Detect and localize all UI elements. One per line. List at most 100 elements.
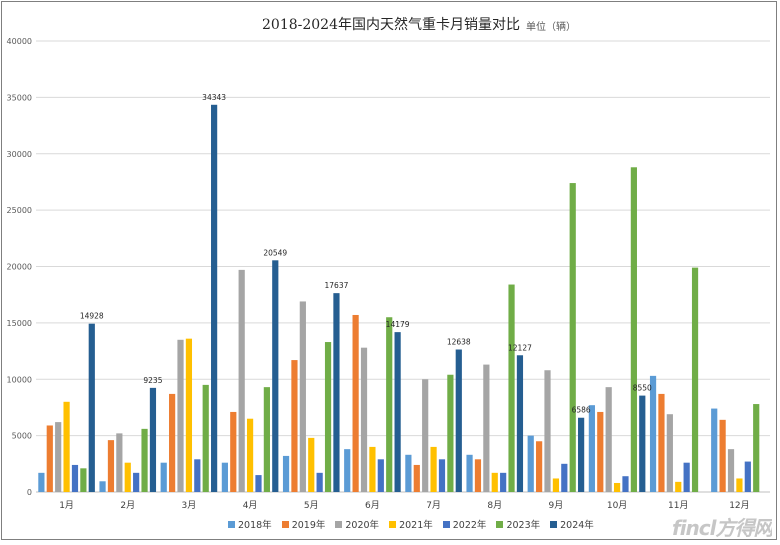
bar-2021年-1月 (63, 401, 70, 492)
bar-2022年-12月 (744, 461, 751, 492)
legend-swatch (281, 520, 289, 528)
bar-2019年-4月 (230, 411, 237, 492)
legend-item: 2021年 (389, 517, 433, 531)
data-label: 8550 (633, 384, 652, 393)
bar-2019年-9月 (536, 441, 543, 492)
bar-2018年-7月 (405, 454, 412, 492)
bar-2024年-7月 (455, 349, 462, 492)
bar-2021年-8月 (491, 472, 498, 492)
y-tick-label: 25000 (7, 206, 32, 215)
bar-2020年-2月 (116, 433, 123, 492)
bar-2020年-12月 (727, 449, 735, 492)
bar-2023年-5月 (324, 342, 332, 492)
legend-label: 2019年 (291, 520, 326, 531)
y-tick-label: 15000 (7, 319, 32, 328)
bar-2024年-1月 (88, 323, 95, 492)
legend-label: 2018年 (238, 520, 272, 531)
bar-2020年-4月 (238, 269, 245, 492)
legend-swatch (550, 520, 558, 528)
bar-2022年-5月 (316, 472, 323, 492)
y-tick-label: 40000 (7, 37, 32, 46)
bar-2024年-5月 (333, 293, 340, 492)
bar-2022年-8月 (500, 472, 507, 492)
legend-swatch (442, 520, 450, 528)
legend-swatch (335, 520, 343, 528)
legend-item: 2023年 (496, 517, 540, 531)
bar-2018年-5月 (282, 455, 290, 492)
bar-2023年-2月 (141, 428, 148, 492)
legend-item: 2019年 (281, 517, 326, 531)
bar-2022年-11月 (683, 462, 690, 492)
legend-swatch (228, 520, 235, 528)
legend-item: 2020年 (335, 517, 379, 531)
legend-label: 2022年 (452, 520, 487, 531)
bar-2019年-5月 (291, 360, 298, 492)
y-tick-label: 30000 (7, 150, 32, 159)
bar-2019年-8月 (474, 459, 482, 492)
x-tick-label: 7月 (426, 500, 441, 511)
bar-2022年-2月 (133, 472, 140, 492)
legend-item: 2024年 (550, 517, 594, 531)
bar-2018年-1月 (38, 472, 45, 492)
bar-2024年-2月 (149, 387, 157, 492)
x-tick-label: 3月 (182, 500, 197, 511)
y-tick-label: 35000 (7, 93, 32, 102)
bar-2020年-9月 (544, 370, 551, 492)
bar-2022年-7月 (438, 459, 446, 492)
bar-2018年-3月 (160, 462, 167, 492)
bar-2021年-7月 (430, 446, 437, 492)
bar-2020年-6月 (360, 347, 368, 492)
bar-2022年-10月 (622, 476, 629, 492)
y-tick-label: 20000 (7, 263, 32, 272)
data-label: 34343 (202, 93, 226, 102)
bar-2018年-12月 (711, 408, 718, 492)
bar-2020年-10月 (605, 387, 612, 492)
bar-2021年-5月 (308, 437, 315, 492)
bar-2019年-10月 (597, 411, 604, 492)
bar-2020年-5月 (299, 301, 306, 492)
x-tick-label: 2月 (120, 500, 135, 511)
bar-2019年-2月 (107, 440, 115, 492)
bar-2018年-2月 (99, 481, 106, 492)
legend-label: 2020年 (345, 520, 380, 531)
data-label: 12127 (508, 343, 532, 352)
y-tick-label: 5000 (12, 432, 32, 441)
bar-2018年-4月 (221, 462, 228, 492)
bar-2018年-11月 (649, 375, 657, 492)
bar-2022年-1月 (71, 464, 79, 492)
bar-2023年-9月 (569, 183, 576, 492)
bar-2023年-1月 (80, 468, 87, 492)
bar-2019年-6月 (352, 314, 359, 492)
bar-2018年-8月 (466, 454, 473, 492)
bar-2022年-6月 (377, 459, 384, 492)
x-tick-label: 8月 (487, 500, 502, 511)
legend-label: 2021年 (399, 520, 433, 531)
data-label: 14928 (80, 312, 104, 321)
bar-2023年-8月 (508, 284, 515, 492)
y-tick-label: 10000 (7, 375, 32, 384)
bar-2023年-11月 (691, 267, 699, 492)
bar-2018年-10月 (588, 405, 595, 492)
data-label: 20549 (263, 248, 287, 257)
bar-2024年-9月 (578, 417, 585, 492)
bar-2021年-4月 (246, 418, 254, 492)
bar-2021年-6月 (369, 446, 376, 492)
x-tick-label: 12月 (729, 500, 749, 511)
legend-swatch (389, 520, 397, 528)
svg-text:fincl方得网: fincl方得网 (672, 516, 772, 540)
bar-2021年-3月 (185, 338, 193, 492)
bar-2019年-3月 (169, 393, 176, 492)
bar-2021年-10月 (613, 482, 621, 492)
bar-2021年-12月 (736, 478, 743, 492)
bar-2020年-7月 (422, 379, 429, 492)
bar-2019年-11月 (658, 393, 665, 492)
chart-unit-label: 单位（辆） (526, 22, 576, 33)
bar-2020年-11月 (666, 414, 673, 492)
x-tick-label: 4月 (243, 500, 258, 511)
bar-2024年-10月 (639, 395, 646, 492)
bar-2023年-12月 (753, 404, 760, 492)
bar-2021年-2月 (124, 462, 131, 492)
data-label: 9235 (143, 376, 162, 385)
watermark-logo: fincl方得网 (672, 516, 778, 545)
